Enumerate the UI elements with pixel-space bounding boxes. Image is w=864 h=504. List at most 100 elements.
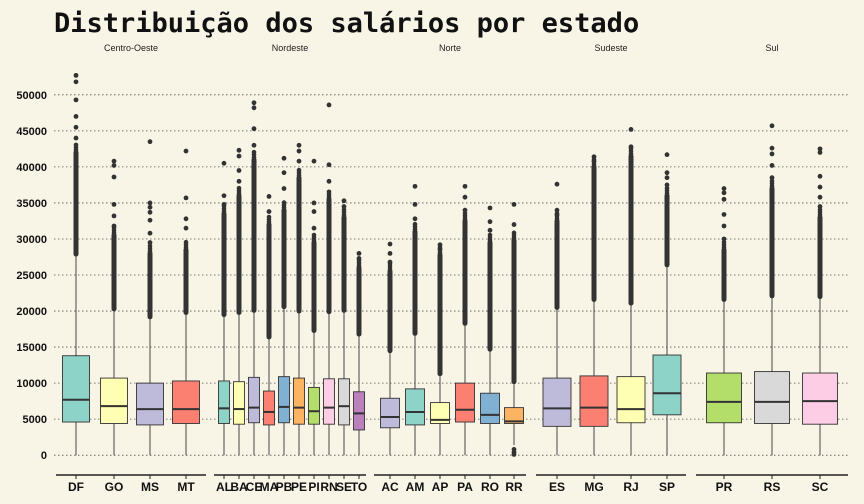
iqr-box — [293, 377, 305, 425]
x-tick-label: RO — [481, 480, 499, 494]
facet-label: Sudeste — [594, 43, 627, 53]
outlier-point — [266, 209, 272, 214]
outlier-point — [111, 201, 117, 207]
box-mt: MT — [172, 148, 200, 494]
outlier-point — [296, 167, 302, 173]
outlier-point — [236, 185, 242, 191]
x-tick-label: MS — [141, 480, 159, 494]
box-sp: SP — [652, 152, 682, 494]
outlier-point — [221, 201, 227, 207]
outlier-point — [628, 127, 634, 132]
outlier-point — [487, 232, 493, 238]
outlier-point — [341, 204, 347, 209]
outlier-point — [721, 190, 727, 196]
x-tick-label: BA — [230, 480, 248, 494]
outlier-point — [281, 155, 287, 161]
outlier-point — [183, 225, 189, 231]
outlier-point — [356, 250, 362, 256]
box-rs: RS — [754, 123, 790, 494]
x-tick-label: AC — [381, 480, 399, 494]
outlier-point — [817, 146, 823, 152]
outlier-point — [721, 186, 727, 191]
outlier-point — [769, 151, 775, 157]
y-tick-label: 15000 — [16, 342, 47, 354]
outlier-point — [73, 114, 79, 119]
outlier-point — [183, 195, 189, 201]
outlier-point — [487, 205, 493, 211]
box-ro: RO — [480, 205, 500, 494]
box-mg: MG — [579, 154, 609, 494]
iqr-box — [706, 372, 742, 424]
iqr-box — [616, 376, 646, 424]
facet-label: Nordeste — [272, 43, 309, 53]
x-tick-label: SE — [336, 480, 352, 494]
y-tick-label: 10000 — [16, 378, 47, 390]
outlier-point — [487, 219, 493, 225]
outlier-point — [412, 201, 418, 207]
x-tick-label: PB — [276, 480, 293, 494]
outlier-point — [591, 154, 597, 160]
outlier-point — [628, 144, 634, 150]
iqr-box — [233, 381, 245, 425]
outlier-point — [73, 79, 79, 85]
outlier-point — [73, 72, 79, 78]
outlier-point — [721, 236, 727, 242]
outlier-point — [769, 175, 775, 181]
box-ms: MS — [136, 139, 164, 494]
outlier-point — [236, 147, 242, 153]
outlier-point — [183, 148, 189, 154]
outlier-point — [511, 222, 517, 227]
x-tick-label: SC — [812, 480, 829, 494]
outlier-point — [311, 232, 317, 238]
outlier-point — [462, 207, 468, 213]
outlier-point — [251, 149, 257, 155]
box-ap: AP — [430, 242, 450, 494]
outlier-point — [236, 178, 242, 184]
iqr-box — [172, 380, 200, 424]
iqr-box — [338, 378, 350, 426]
box-ac: AC — [380, 241, 400, 494]
outlier-point — [221, 193, 227, 199]
outlier-point — [236, 168, 242, 173]
x-tick-label: RJ — [623, 480, 638, 494]
y-tick-label: 0 — [41, 450, 47, 462]
outlier-point — [251, 126, 257, 132]
y-tick-label: 5000 — [23, 414, 47, 426]
outlier-point — [412, 221, 418, 227]
x-tick-label: PE — [291, 480, 307, 494]
outlier-point — [311, 200, 317, 206]
outlier-point — [437, 246, 443, 252]
facet-label: Norte — [439, 43, 461, 53]
y-tick-label: 25000 — [16, 270, 47, 282]
box-sc: SC — [802, 146, 838, 494]
box-pa: PA — [455, 183, 475, 494]
box-rr: RR — [504, 201, 524, 494]
y-axis: 0 5000 10000 15000 20000 25000 30000 35000 40000… — [16, 90, 47, 462]
outlier-point — [296, 142, 302, 148]
outlier-point — [511, 201, 517, 207]
outlier-point — [73, 124, 79, 130]
iqr-box — [278, 376, 290, 424]
outlier-point — [817, 173, 823, 179]
outlier-point — [111, 213, 117, 219]
outlier-point — [73, 142, 79, 148]
x-tick-label: RS — [764, 480, 781, 494]
outlier-point — [326, 178, 332, 184]
facet-label: Sul — [765, 43, 778, 53]
box-to: TO — [351, 250, 367, 494]
outlier-point — [326, 162, 332, 168]
outlier-point — [281, 186, 287, 191]
x-tick-label: MG — [584, 480, 603, 494]
x-tick-label: MA — [260, 480, 279, 494]
outlier-point — [487, 227, 493, 233]
outlier-point — [341, 198, 347, 204]
outlier-point — [111, 174, 117, 180]
outlier-point — [147, 209, 153, 215]
facet-label: Centro-Oeste — [104, 43, 158, 53]
iqr-box — [248, 376, 260, 424]
y-tick-label: 40000 — [16, 162, 47, 174]
box-df: DF — [62, 72, 90, 494]
box-ba: BA — [230, 147, 248, 494]
outlier-point — [236, 153, 242, 159]
